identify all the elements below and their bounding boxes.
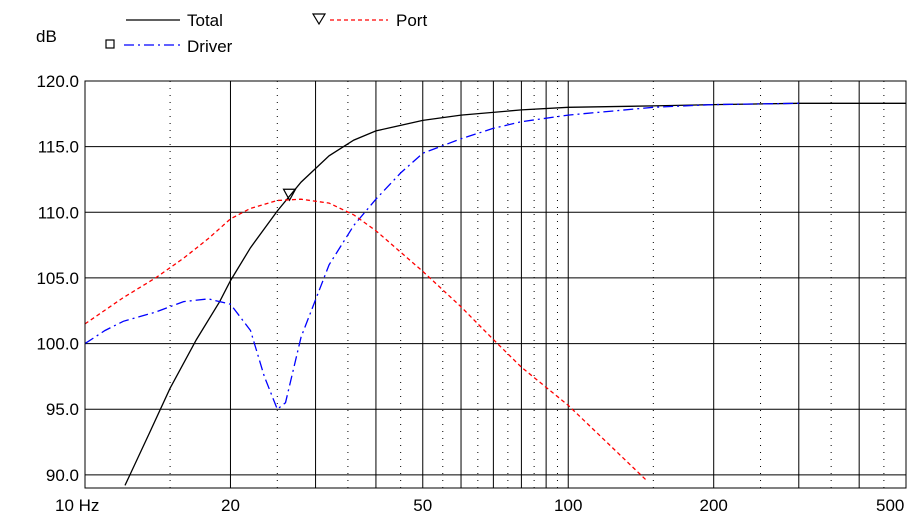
legend-label-driver: Driver [187,37,233,56]
x-tick-label: 50 [413,496,432,515]
y-tick-label: 95.0 [46,400,79,419]
legend-label-total: Total [187,11,223,30]
series-line-port [84,198,647,481]
x-tick-labels: 10 Hz 20 50 100 200 500 [55,496,904,515]
x-tick-label: 10 Hz [55,496,99,515]
square-marker-icon [105,39,115,49]
y-tick-label: 120.0 [36,72,79,91]
x-tick-label: 200 [700,496,728,515]
y-tick-label: 100.0 [36,335,79,354]
series-layer [84,102,906,486]
x-tick-label: 500 [876,496,904,515]
x-tick-label: 20 [221,496,240,515]
series-line-total [124,102,906,486]
triangle-marker-icon [311,13,327,26]
y-tick-labels: 120.0 115.0 110.0 105.0 100.0 95.0 90.0 [36,72,79,485]
y-tick-label: 115.0 [38,138,79,157]
legend-label-port: Port [396,11,427,30]
y-tick-label: 105.0 [36,269,79,288]
plot-frame [84,80,907,489]
y-axis-label: dB [36,27,57,46]
grid [84,80,907,488]
series-line-driver [84,102,799,411]
legend: Total Driver Port [105,11,427,56]
y-tick-label: 90.0 [46,466,79,485]
y-tick-label: 110.0 [38,203,79,222]
x-tick-label: 100 [554,496,582,515]
triangle-marker-point [282,188,297,202]
